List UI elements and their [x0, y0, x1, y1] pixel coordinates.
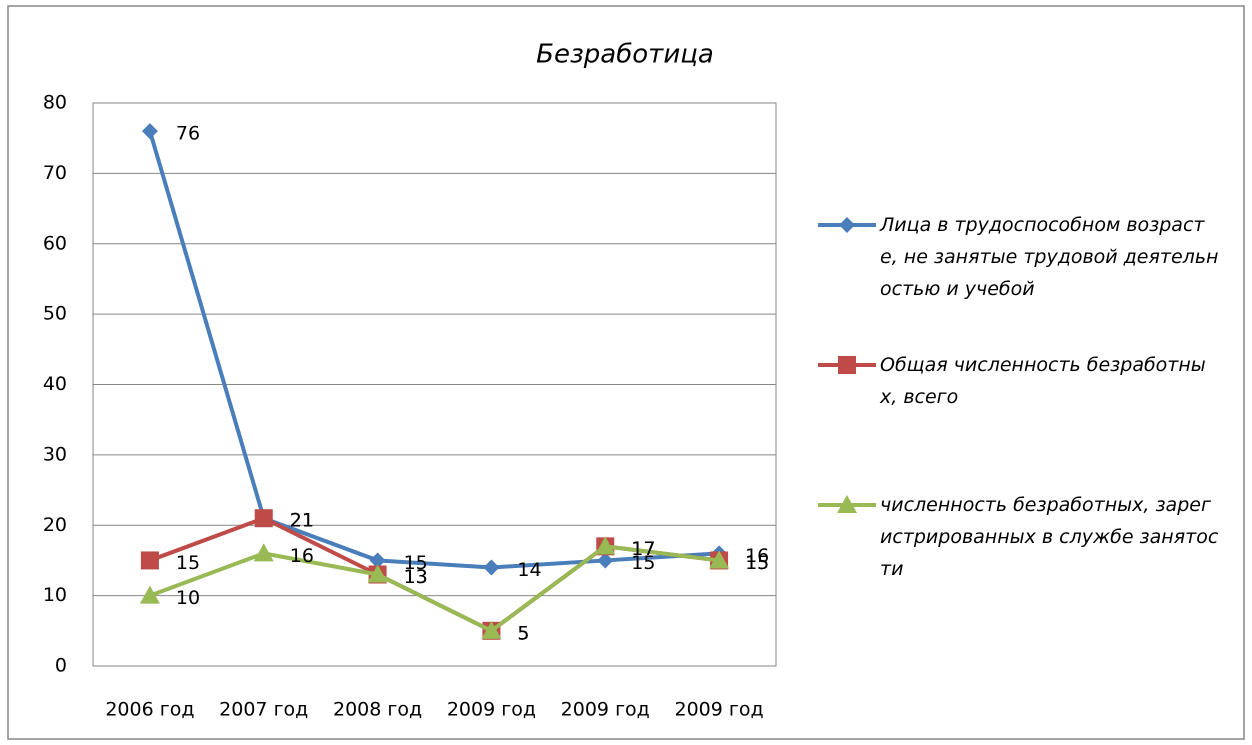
marker [140, 551, 159, 570]
marker [597, 552, 614, 569]
y-tick-label: 40 [43, 373, 67, 395]
marker [595, 536, 616, 555]
x-tick-label: 2007 год [219, 699, 308, 721]
y-tick-label: 70 [43, 162, 67, 184]
marker [141, 123, 158, 140]
data-label: 76 [176, 123, 200, 145]
data-label: 10 [176, 587, 200, 609]
plot-area [92, 102, 777, 667]
data-label: 5 [517, 622, 529, 644]
marker [254, 509, 273, 528]
data-label: 13 [404, 566, 428, 588]
series-line [149, 544, 720, 633]
data-label: 17 [631, 538, 655, 560]
data-label: 17 [631, 538, 655, 560]
y-tick-label: 60 [43, 232, 67, 254]
y-tick-label: 0 [55, 655, 67, 677]
data-label: 15 [176, 552, 200, 574]
data-label: 15 [745, 552, 769, 574]
series-line [147, 130, 720, 570]
marker [838, 356, 856, 374]
legend-label: Лица в трудоспособном возрасте, не занят… [880, 214, 1219, 300]
x-tick-label: 2008 год [333, 699, 422, 721]
marker [481, 620, 502, 639]
y-tick-label: 20 [43, 514, 67, 536]
marker [369, 552, 386, 569]
data-label: 14 [517, 559, 541, 581]
data-label: 16 [745, 545, 769, 567]
marker [253, 543, 274, 562]
data-label: 15 [404, 552, 428, 574]
data-label: 13 [404, 566, 428, 588]
y-tick-label: 50 [43, 303, 67, 325]
marker [367, 564, 388, 583]
data-label: 21 [290, 510, 314, 532]
marker [483, 559, 500, 576]
data-label: 5 [517, 622, 529, 644]
legend-label: Общая численность безработных, всего [880, 354, 1206, 408]
y-tick-label: 80 [43, 92, 67, 114]
data-label: 15 [745, 552, 769, 574]
legend-label: численность безработных, зарегистрирован… [880, 494, 1219, 580]
chart-frame [7, 5, 1245, 740]
y-tick-label: 10 [43, 584, 67, 606]
marker [839, 217, 855, 233]
chart-title: Безработица [536, 40, 714, 70]
marker [709, 550, 730, 569]
data-label: 15 [631, 552, 655, 574]
y-tick-label: 30 [43, 443, 67, 465]
data-label: 21 [290, 510, 314, 532]
x-tick-label: 2009 год [561, 699, 650, 721]
data-label: 16 [290, 545, 314, 567]
x-tick-label: 2009 год [447, 699, 536, 721]
marker [139, 585, 160, 604]
x-tick-label: 2006 год [105, 699, 194, 721]
x-tick-label: 2009 год [675, 699, 764, 721]
marker [837, 495, 857, 513]
